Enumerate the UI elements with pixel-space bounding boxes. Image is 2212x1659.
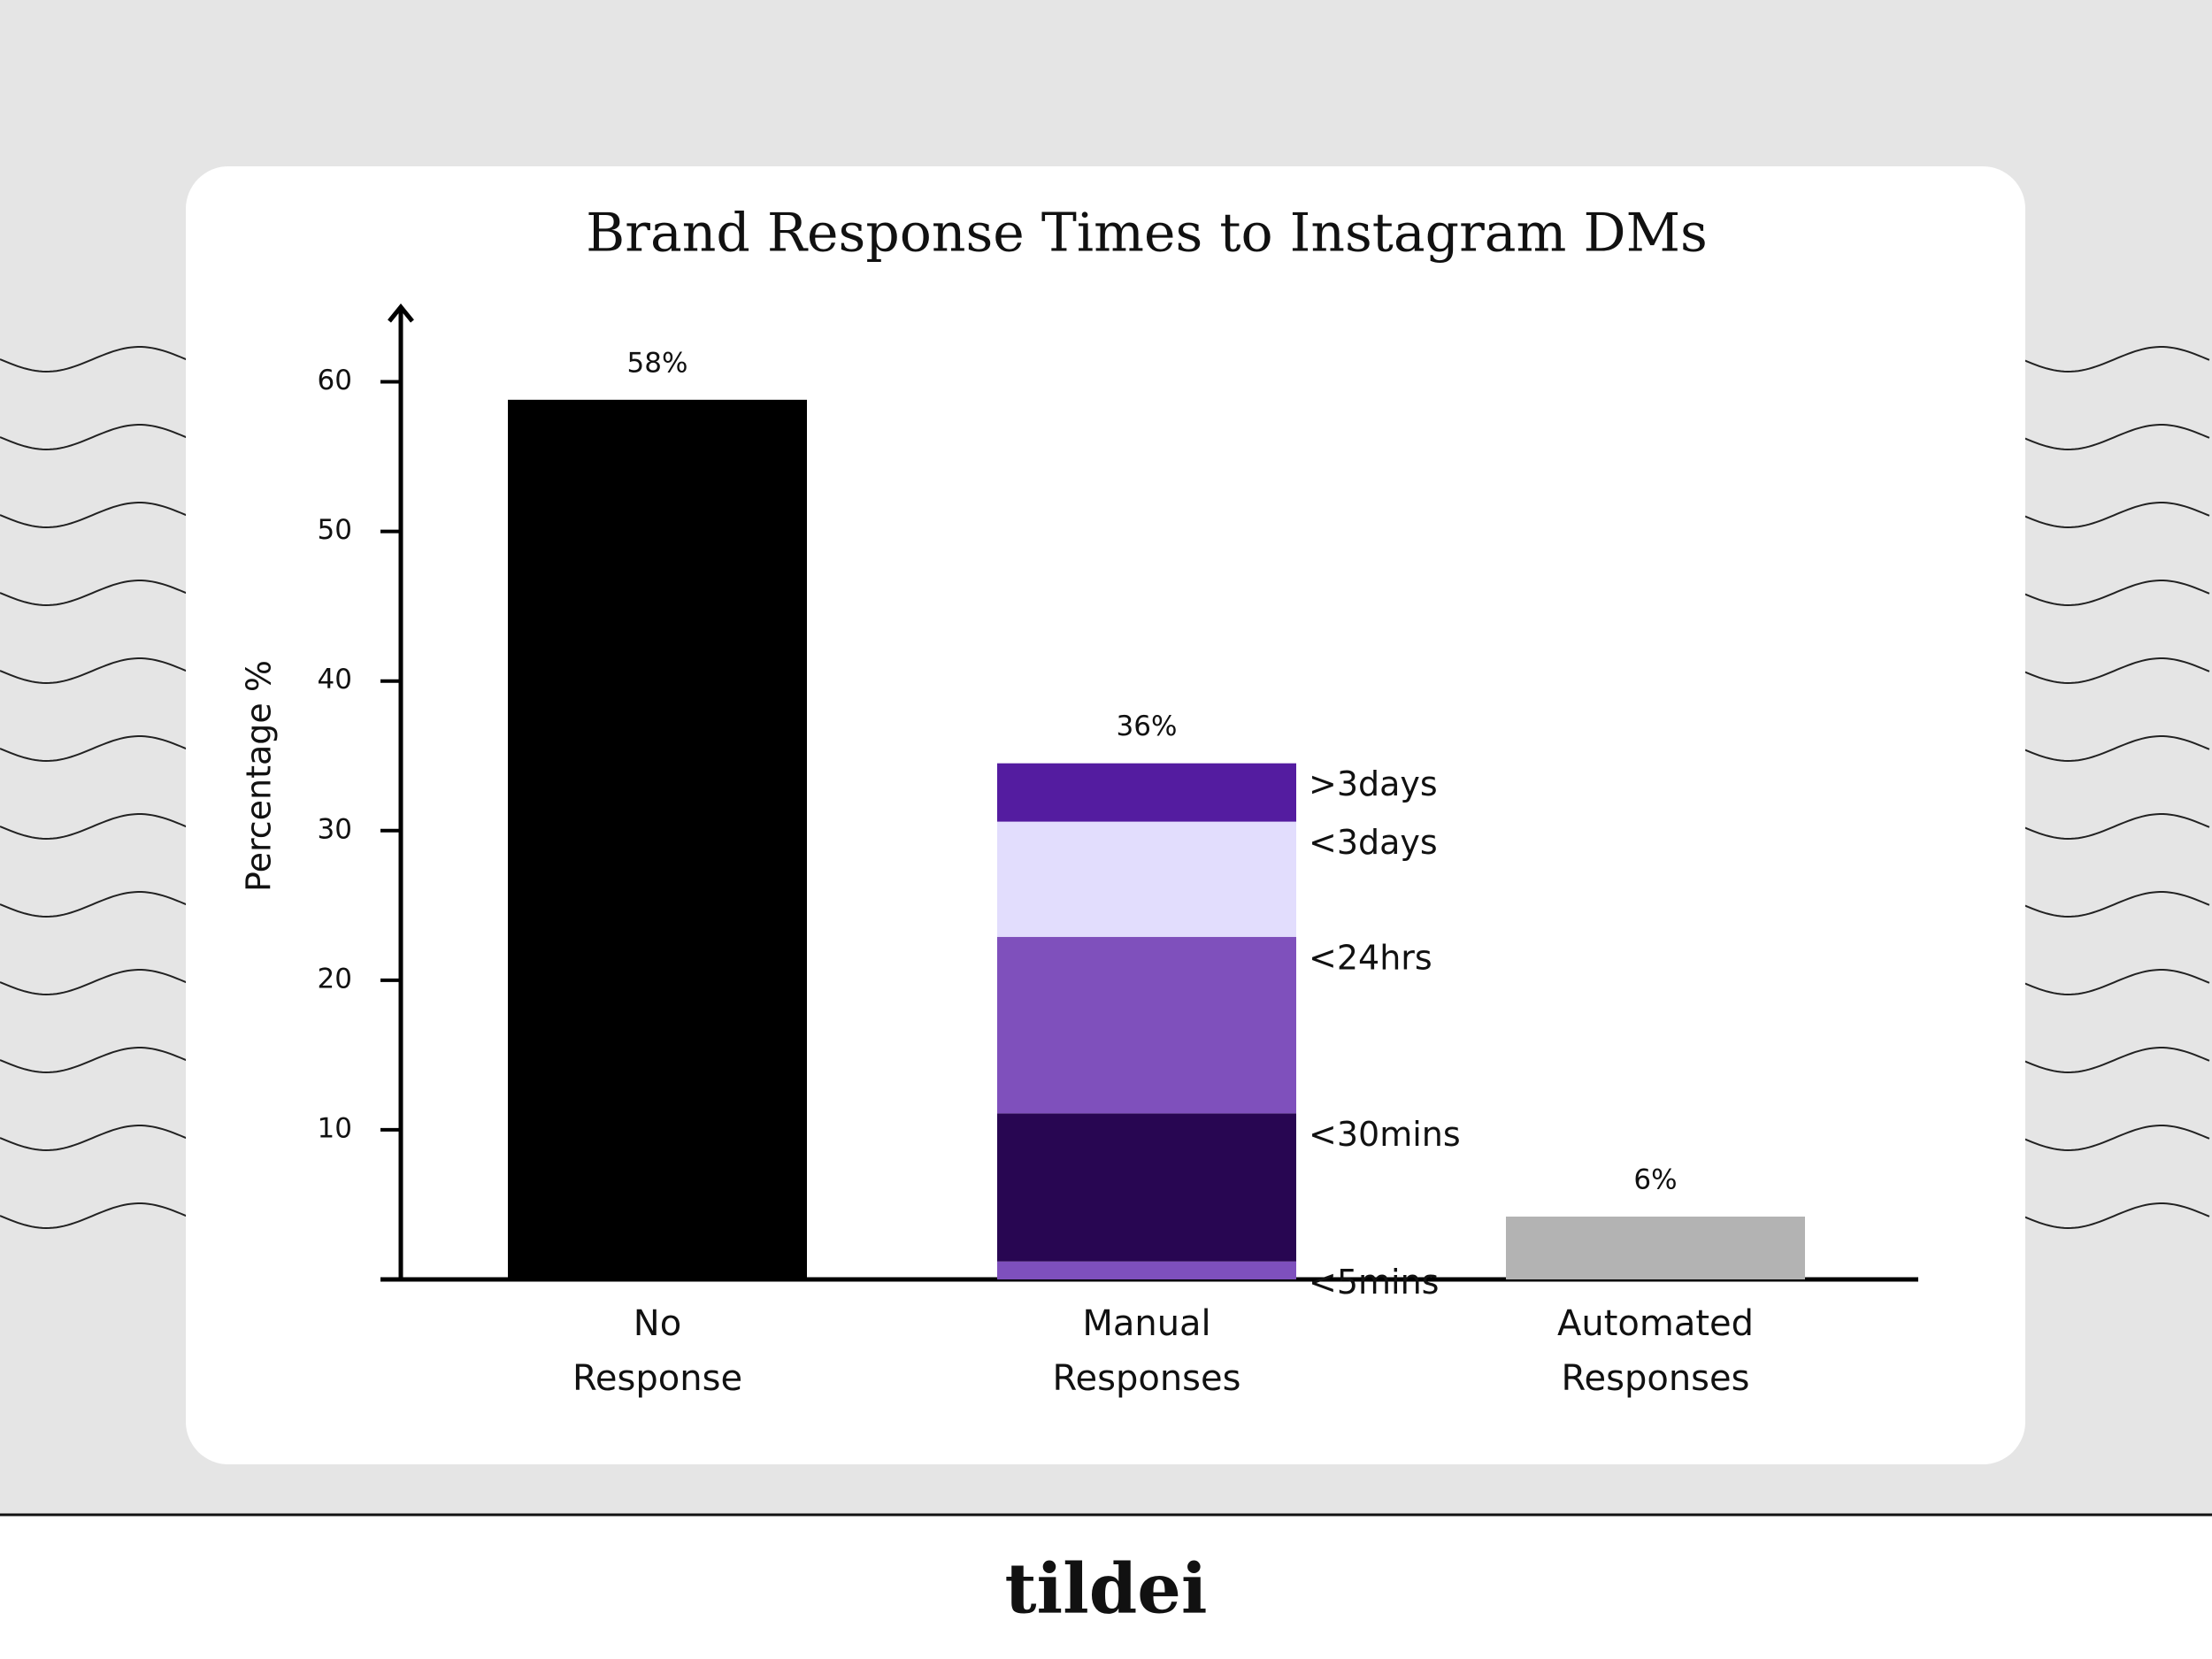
segment-label: <30mins xyxy=(1309,1115,1461,1154)
y-tick-label: 40 xyxy=(318,664,352,695)
wave xyxy=(2021,424,2210,451)
wave xyxy=(2021,969,2210,996)
wave xyxy=(0,502,188,529)
total-label: 58% xyxy=(627,347,688,379)
x-tick-label: No Response xyxy=(572,1303,742,1399)
wave xyxy=(2021,502,2210,529)
x-tick-label: Manual Responses xyxy=(1053,1303,1241,1399)
wave xyxy=(2021,580,2210,607)
bar-segment xyxy=(997,763,1296,822)
wave xyxy=(0,346,188,373)
y-tick-label: 50 xyxy=(318,514,352,546)
wave xyxy=(0,813,188,841)
wave xyxy=(2021,813,2210,841)
bar-segment xyxy=(997,821,1296,937)
y-tick-label: 30 xyxy=(318,813,352,845)
y-axis-arrow xyxy=(388,303,414,323)
y-tick-label: 60 xyxy=(318,365,352,396)
wave xyxy=(0,969,188,996)
bar-segment xyxy=(997,936,1296,1114)
bar-segment xyxy=(1506,1216,1805,1279)
segment-label: >3days xyxy=(1309,764,1438,803)
wave xyxy=(0,424,188,451)
wave xyxy=(0,1125,188,1152)
wave xyxy=(0,657,188,685)
wave xyxy=(2021,657,2210,685)
segment-label: <5mins xyxy=(1309,1263,1439,1302)
wave xyxy=(0,1202,188,1230)
bar-segment xyxy=(997,1261,1296,1279)
wave xyxy=(2021,735,2210,763)
wave xyxy=(0,735,188,763)
wave xyxy=(2021,346,2210,373)
y-axis-label: Percentage % xyxy=(240,660,279,892)
wave xyxy=(0,891,188,918)
segment-label: <3days xyxy=(1309,823,1438,862)
wave xyxy=(2021,891,2210,918)
total-label: 6% xyxy=(1633,1164,1677,1195)
decoration xyxy=(0,346,2210,1230)
total-label: 36% xyxy=(1117,710,1178,742)
bar-segment xyxy=(508,399,807,1279)
brand-logo: tildei xyxy=(1004,1549,1207,1630)
x-tick-label: Automated Responses xyxy=(1557,1303,1754,1399)
wave xyxy=(2021,1202,2210,1230)
wave xyxy=(0,580,188,607)
y-tick-label: 20 xyxy=(318,963,352,995)
chart-title: Brand Response Times to Instagram DMs xyxy=(586,203,1708,265)
wave xyxy=(0,1047,188,1074)
wave xyxy=(2021,1125,2210,1152)
y-tick-label: 10 xyxy=(318,1112,352,1144)
wave xyxy=(2021,1047,2210,1074)
segment-label: <24hrs xyxy=(1309,938,1432,977)
bar-segment xyxy=(997,1113,1296,1262)
